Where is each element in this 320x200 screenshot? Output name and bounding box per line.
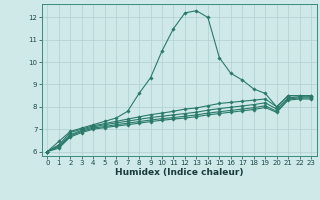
X-axis label: Humidex (Indice chaleur): Humidex (Indice chaleur) <box>115 168 244 177</box>
